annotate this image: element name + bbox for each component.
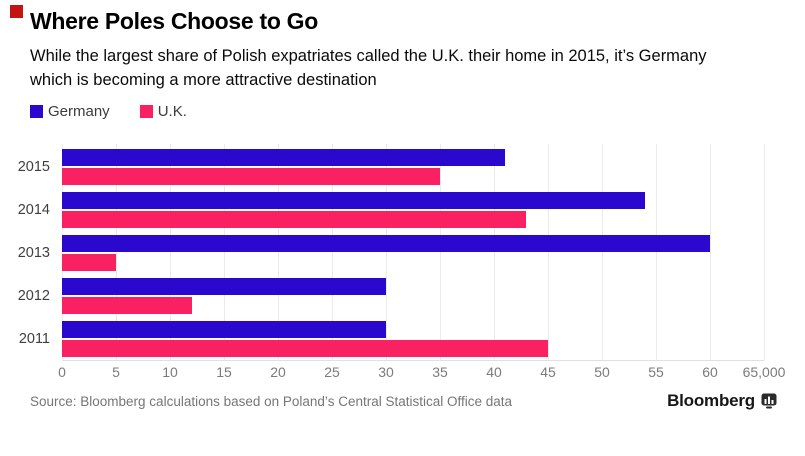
bar-uk-2011	[62, 340, 548, 357]
x-tick-label: 50	[594, 364, 610, 380]
gridline	[710, 144, 711, 360]
x-tick-label: 40	[486, 364, 502, 380]
gridline	[548, 144, 549, 360]
bloomberg-wordmark: Bloomberg	[667, 391, 755, 410]
bloomberg-terminal-icon	[761, 393, 777, 409]
gridline	[494, 144, 495, 360]
x-tick-label: 45	[540, 364, 556, 380]
chart-subtitle: While the largest share of Polish expatr…	[30, 44, 780, 92]
bar-uk-2012	[62, 297, 192, 314]
gridline	[170, 144, 171, 360]
plot-area	[62, 144, 765, 361]
uk-swatch-icon	[139, 105, 153, 118]
x-tick-label: 5	[112, 364, 120, 380]
bar-germany-2011	[62, 321, 386, 338]
x-tick-label: 10	[162, 364, 178, 380]
y-axis-label-2011: 2011	[18, 331, 50, 347]
legend-item-germany: Germany	[30, 103, 110, 120]
gridline	[116, 144, 117, 360]
x-tick-label: 25	[324, 364, 340, 380]
bar-germany-2015	[62, 149, 505, 166]
x-tick-label: 20	[270, 364, 286, 380]
legend-label-uk: U.K.	[157, 103, 187, 120]
red-square-marker	[10, 5, 23, 18]
gridline	[764, 144, 765, 360]
chart-subtitle-line1: While the largest share of Polish expatr…	[30, 47, 707, 65]
chart-title: Where Poles Choose to Go	[30, 8, 319, 34]
gridline	[386, 144, 387, 360]
bar-uk-2014	[62, 211, 527, 228]
gridline	[656, 144, 657, 360]
gridline	[224, 144, 225, 360]
gridline	[62, 144, 63, 360]
x-tick-label: 55	[648, 364, 664, 380]
gridline	[440, 144, 441, 360]
gridline	[602, 144, 603, 360]
gridline	[278, 144, 279, 360]
chart-subtitle-line2: which is becoming a more attractive dest…	[30, 71, 377, 89]
y-axis-label-2015: 2015	[17, 159, 50, 175]
legend: Germany U.K.	[30, 103, 187, 120]
legend-item-uk: U.K.	[139, 103, 187, 120]
y-axis-label-2012: 2012	[17, 288, 50, 304]
source-text: Source: Bloomberg calculations based on …	[30, 394, 513, 409]
gridline	[332, 144, 333, 360]
x-tick-label: 15	[216, 364, 232, 380]
bar-germany-2012	[62, 278, 386, 295]
y-axis-label-2014: 2014	[17, 202, 50, 218]
x-tick-label: 30	[378, 364, 394, 380]
bar-uk-2013	[62, 254, 116, 271]
x-tick-label: 60	[702, 364, 718, 380]
bar-germany-2013	[62, 235, 710, 252]
x-tick-label: 35	[432, 364, 448, 380]
bloomberg-logo: Bloomberg	[667, 391, 777, 411]
germany-swatch-icon	[30, 105, 43, 118]
legend-label-germany: Germany	[48, 103, 110, 120]
y-axis-label-2013: 2013	[17, 245, 50, 261]
bar-uk-2015	[62, 168, 440, 185]
x-tick-label: 0	[58, 364, 66, 380]
bar-germany-2014	[62, 192, 646, 209]
x-tick-label: 65,000	[742, 364, 786, 380]
